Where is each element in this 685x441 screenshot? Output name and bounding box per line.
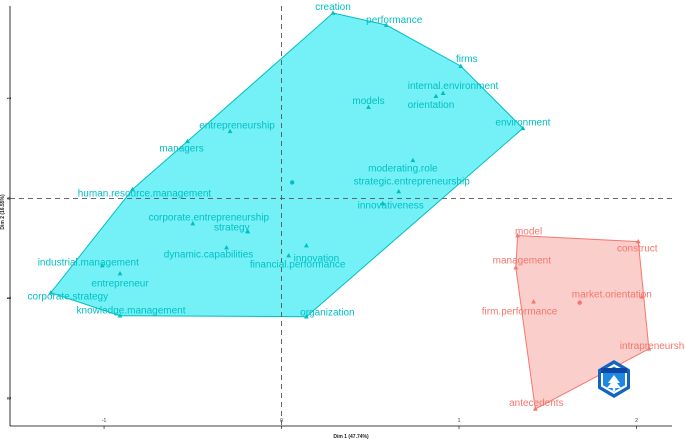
point-environment (520, 125, 526, 131)
label-creation: creation (315, 2, 351, 13)
label-dynamic-capabilities: dynamic.capabilities (164, 250, 254, 261)
label-firms: firms (456, 54, 478, 65)
x-tick-label-3: 2 (635, 418, 638, 424)
y-tick-label-2: -1 (7, 296, 13, 301)
label-model: model (515, 227, 542, 238)
label-corporate-strategy: corporate.strategy (28, 292, 109, 303)
cluster-2-centroid (577, 300, 582, 305)
axes: Dim 1 (47.74%) Dim 2 (16.55%) (0, 6, 672, 440)
point-strategic-entrepreneurship (396, 188, 402, 194)
label-moderating-role: moderating.role (368, 163, 438, 174)
y-tick-label-3: -2 (7, 396, 13, 401)
label-corporate-entrepreneurship: corporate.entrepreneurship (148, 213, 269, 224)
cluster-1-hull (49, 12, 524, 318)
label-performance: performance (366, 15, 423, 26)
point-market-orientation (639, 294, 645, 299)
point-antecedents (532, 406, 538, 411)
cluster-1-centroid (289, 180, 295, 185)
label-models: models (352, 96, 384, 107)
label-industrial-management: industrial.management (38, 258, 139, 269)
point-firms (458, 63, 464, 68)
point-intrapreneurship (646, 346, 652, 351)
point-industrial-management (99, 263, 105, 268)
point-innovation (303, 242, 309, 248)
point-models (366, 104, 371, 110)
y-axis-title: Dim 2 (16.55%) (0, 194, 6, 230)
label-financial-performance: financial.performance (250, 260, 346, 271)
point-construct (635, 238, 641, 244)
label-antecedents: antecedents (509, 398, 564, 409)
point-financial-performance (286, 252, 292, 258)
point-corporate-entrepreneurship (190, 220, 196, 226)
label-human-resource-management: human.resource.management (78, 188, 212, 199)
label-management: management (493, 256, 552, 267)
point-managers (185, 138, 190, 144)
cluster-hulls (49, 12, 650, 410)
label-strategic-entrepreneurship: strategic.entrepreneurship (354, 176, 471, 187)
label-innovativeness: innovativeness (358, 200, 424, 211)
x-axis-title: Dim 1 (47.74%) (333, 434, 369, 440)
label-orientation: orientation (408, 100, 455, 111)
x-tick-label-0: -1 (102, 418, 107, 424)
point-management (513, 265, 519, 270)
point-organization (303, 314, 309, 319)
label-firm-performance: firm.performance (482, 307, 558, 318)
point-strategy (245, 228, 251, 234)
label-market-orientation: market.orientation (572, 290, 652, 301)
origin-lines (10, 6, 672, 426)
point-performance (383, 22, 389, 27)
point-knowledge-management (117, 313, 123, 318)
point-creation (330, 10, 336, 15)
label-intrapreneurship: intrapreneurship (620, 341, 685, 352)
label-entrepreneurship: entrepreneurship (199, 120, 275, 131)
label-environment: environment (495, 117, 550, 128)
label-construct: construct (617, 244, 658, 255)
point-model (515, 232, 520, 238)
label-internal-environment: internal.environment (408, 81, 499, 92)
point-internal-environment (440, 90, 446, 96)
label-managers: managers (159, 143, 203, 154)
label-knowledge-management: knowledge.management (77, 306, 186, 317)
label-entrepreneur: entrepreneur (91, 279, 149, 290)
point-entrepreneur (117, 271, 123, 276)
point-dynamic-capabilities (224, 244, 229, 250)
label-strategy: strategy (214, 223, 250, 234)
point-orientation (433, 93, 439, 99)
point-firm-performance (531, 299, 536, 304)
point-entrepreneurship (227, 128, 233, 134)
point-moderating-role (410, 157, 416, 163)
point-human-resource-management (130, 186, 135, 192)
label-organization: organization (300, 308, 354, 319)
data-points (48, 10, 652, 411)
label-innovation: innovation (294, 254, 340, 265)
point-innovativeness (380, 200, 386, 206)
point-corporate-strategy (48, 290, 54, 295)
data-labels: creation performance firms internal.environ… (28, 2, 685, 409)
y-tick-label-0: 1 (7, 97, 13, 100)
bibliometrix-logo (598, 360, 630, 398)
x-tick-label-2: 1 (458, 418, 461, 424)
